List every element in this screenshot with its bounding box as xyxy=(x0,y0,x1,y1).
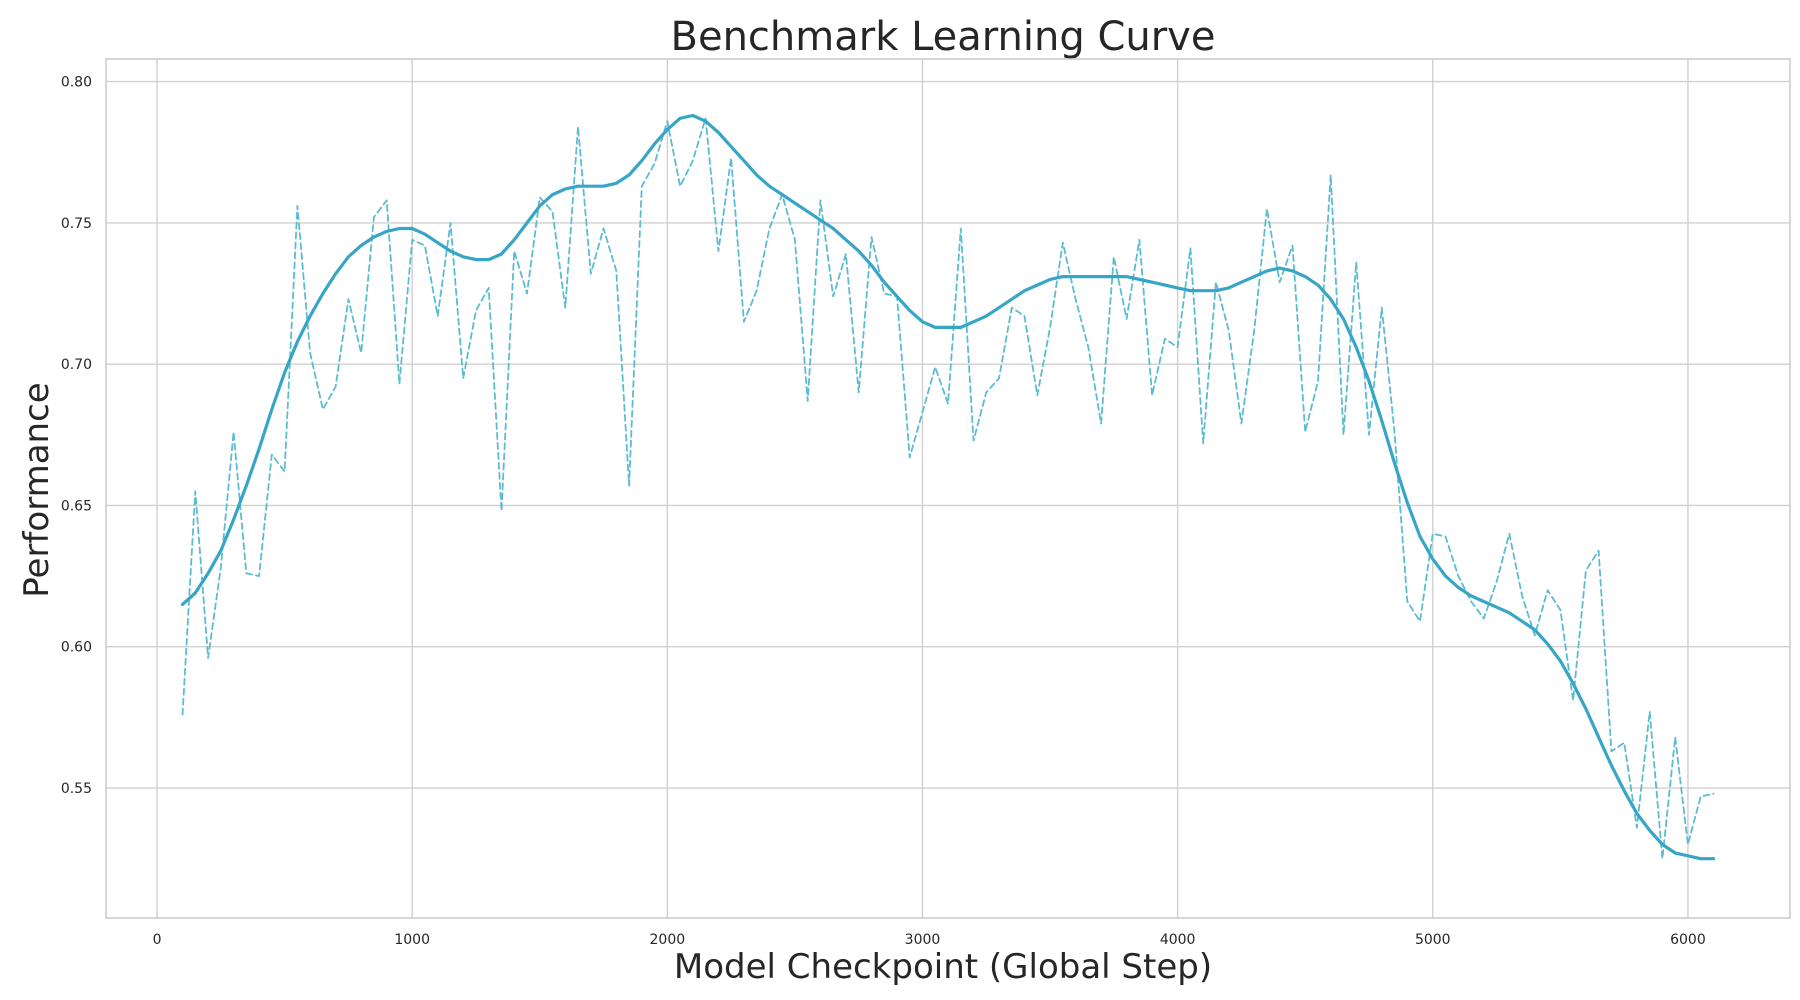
y-tick-label: 0.55 xyxy=(61,781,92,797)
y-tick-label: 0.65 xyxy=(61,498,92,514)
x-tick-label: 5000 xyxy=(1415,932,1451,948)
plot-area xyxy=(105,58,1791,919)
x-tick-label: 6000 xyxy=(1670,932,1706,948)
y-tick-label: 0.75 xyxy=(61,216,92,232)
y-tick-label: 0.70 xyxy=(61,357,92,373)
x-tick-label: 3000 xyxy=(905,932,941,948)
x-gridlines xyxy=(156,59,1689,918)
x-tick-label: 1000 xyxy=(394,932,430,948)
x-tick-label: 2000 xyxy=(650,932,686,948)
x-tick-label: 4000 xyxy=(1160,932,1196,948)
x-tick-label: 0 xyxy=(153,932,162,948)
plot-frame xyxy=(105,58,1791,919)
y-gridlines xyxy=(106,80,1790,789)
y-axis-label: Performance xyxy=(17,382,57,597)
x-tick-labels: 0 1000 2000 3000 4000 5000 6000 xyxy=(153,932,1706,948)
y-tick-label: 0.60 xyxy=(61,640,92,656)
y-tick-label: 0.80 xyxy=(61,75,92,91)
smoothed-performance-line xyxy=(180,113,1716,861)
series-lines xyxy=(180,113,1716,861)
chart-title: Benchmark Learning Curve xyxy=(671,14,1216,60)
y-tick-labels: 0.55 0.60 0.65 0.70 0.75 0.80 xyxy=(61,75,92,797)
x-axis-label: Model Checkpoint (Global Step) xyxy=(674,947,1212,987)
raw-performance-line xyxy=(181,117,1715,860)
